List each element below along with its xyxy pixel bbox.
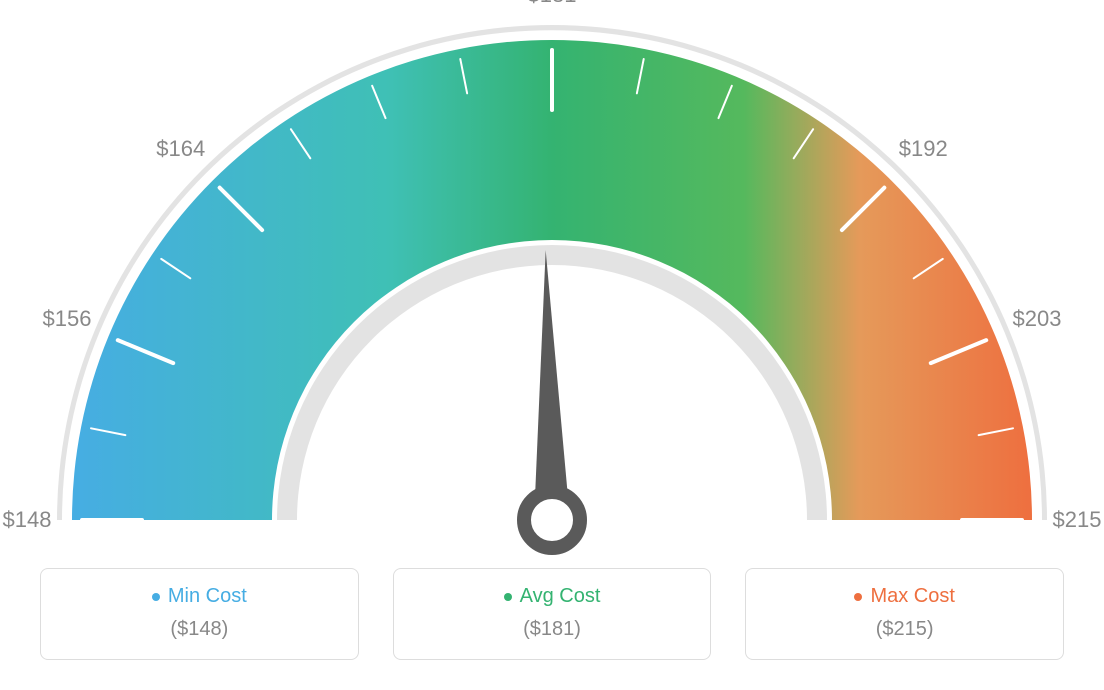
- legend-min-value: ($148): [41, 618, 358, 641]
- legend-row: Min Cost ($148) Avg Cost ($181) Max Cost…: [0, 568, 1104, 660]
- legend-max-title: Max Cost: [854, 585, 954, 608]
- legend-card-max: Max Cost ($215): [745, 568, 1064, 660]
- gauge-tick-label: $164: [156, 136, 205, 161]
- legend-card-min: Min Cost ($148): [40, 568, 359, 660]
- gauge-tick-label: $156: [42, 306, 91, 331]
- gauge-tick-label: $192: [899, 136, 948, 161]
- gauge-tick-label: $148: [3, 507, 52, 532]
- gauge-tick-label: $203: [1013, 306, 1062, 331]
- legend-max-value: ($215): [746, 618, 1063, 641]
- legend-card-avg: Avg Cost ($181): [393, 568, 712, 660]
- legend-min-title: Min Cost: [152, 585, 247, 608]
- cost-gauge: $148 $156 $164 $181 $192 $203 $215: [0, 0, 1104, 560]
- legend-avg-value: ($181): [394, 618, 711, 641]
- gauge-tick-label: $181: [528, 0, 577, 7]
- legend-avg-title: Avg Cost: [504, 585, 601, 608]
- gauge-svg: $148 $156 $164 $181 $192 $203 $215: [0, 0, 1104, 560]
- gauge-tick-label: $215: [1053, 507, 1102, 532]
